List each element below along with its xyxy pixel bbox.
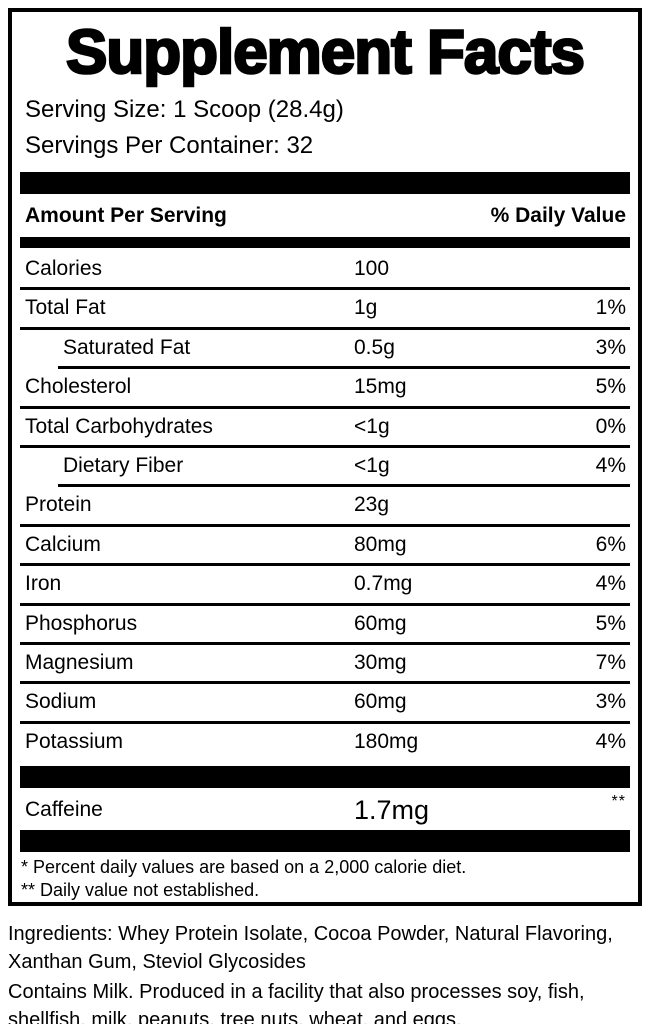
nutrient-row-total-fat: Total Fat 1g 1% [20,287,630,326]
nutrient-name: Sodium [25,690,97,714]
servings-per-container-line: Servings Per Container: 32 [25,132,314,159]
nutrient-daily-value: 5% [595,611,626,635]
nutrient-row-iron: Iron 0.7mg 4% [20,563,630,602]
nutrient-amount: 100 [354,257,390,280]
nutrient-row-dietary-fiber: Dietary Fiber <1g 4% [20,444,630,484]
nutrient-row-saturated-fat: Saturated Fat 0.5g 3% [20,326,630,366]
nutrient-amount: 60mg [354,611,407,635]
nutrient-amount: <1g [354,414,390,438]
nutrient-daily-value: 5% [595,375,626,399]
nutrient-name: Dietary Fiber [63,453,184,477]
nutrient-row-caffeine: Caffeine 1.7mg ** [20,788,630,830]
nutrient-row-potassium: Potassium 180mg 4% [20,720,630,760]
footnotes: * Percent daily values are based on a 2,… [20,856,630,902]
panel-title: Supplement Facts [65,18,587,87]
nutrient-name: Total Carbohydrates [25,414,213,438]
divider-bar-pre-caffeine [20,766,630,789]
nutrient-row-calories: Calories 100 [20,248,630,287]
nutrient-name: Phosphorus [25,611,138,635]
nutrient-daily-value: 0% [595,414,626,438]
nutrient-amount: <1g [354,453,390,477]
nutrient-amount: 23g [354,493,390,517]
nutrient-name: Cholesterol [25,375,132,399]
nutrient-daily-value: 7% [595,650,626,674]
nutrient-rows: Calories 100 Total Fat 1g 1% Saturated F… [20,248,630,760]
nutrient-name: Protein [25,493,92,517]
nutrient-daily-value: 3% [595,335,626,359]
nutrient-daily-value: ** [611,793,626,811]
divider-bar-header [20,237,630,248]
divider-bar-post-caffeine [20,830,630,853]
nutrient-name: Caffeine [25,798,103,822]
amount-per-serving-header: Amount Per Serving [25,203,227,227]
supplement-facts-panel: Supplement Facts Serving Size: 1 Scoop (… [8,8,642,906]
allergen-text: Contains Milk. Produced in a facility th… [8,981,585,1024]
nutrient-amount: 1.7mg [354,795,430,826]
nutrient-row-phosphorus: Phosphorus 60mg 5% [20,602,630,642]
daily-value-header: % Daily Value [490,203,626,227]
nutrient-name: Calcium [25,532,101,556]
nutrient-daily-value: 4% [595,729,626,753]
nutrient-row-sodium: Sodium 60mg 3% [20,681,630,720]
nutrient-row-protein: Protein 23g [20,484,630,523]
nutrient-daily-value: 1% [595,296,626,320]
nutrient-name: Calories [25,257,103,280]
serving-size-line: Serving Size: 1 Scoop (28.4g) [25,96,344,123]
nutrient-name: Magnesium [25,650,134,674]
nutrient-amount: 60mg [354,690,407,714]
nutrient-amount: 80mg [354,532,407,556]
nutrient-row-magnesium: Magnesium 30mg 7% [20,641,630,681]
divider-bar-top [20,172,630,194]
nutrient-row-total-carbohydrates: Total Carbohydrates <1g 0% [20,405,630,445]
nutrient-amount: 180mg [354,729,419,753]
column-header-row: Amount Per Serving % Daily Value [20,194,630,237]
nutrient-name: Total Fat [25,296,106,320]
nutrient-daily-value: 6% [595,532,626,556]
footnote-not-established: ** Daily value not established. [21,880,260,901]
nutrient-amount: 30mg [354,650,407,674]
nutrient-row-calcium: Calcium 80mg 6% [20,523,630,563]
nutrient-name: Iron [25,572,62,596]
footnote-daily-values: * Percent daily values are based on a 2,… [21,857,467,878]
nutrient-name: Saturated Fat [63,335,191,359]
nutrient-daily-value: 3% [595,690,626,714]
ingredients-text: Ingredients: Whey Protein Isolate, Cocoa… [8,923,613,973]
nutrient-daily-value: 4% [595,453,626,477]
nutrient-row-cholesterol: Cholesterol 15mg 5% [20,366,630,405]
nutrient-amount: 0.5g [354,335,395,359]
nutrient-amount: 0.7mg [354,572,413,596]
nutrient-amount: 1g [354,296,378,320]
nutrient-name: Potassium [25,729,124,753]
nutrient-amount: 15mg [354,375,407,399]
nutrient-daily-value: 4% [595,572,626,596]
